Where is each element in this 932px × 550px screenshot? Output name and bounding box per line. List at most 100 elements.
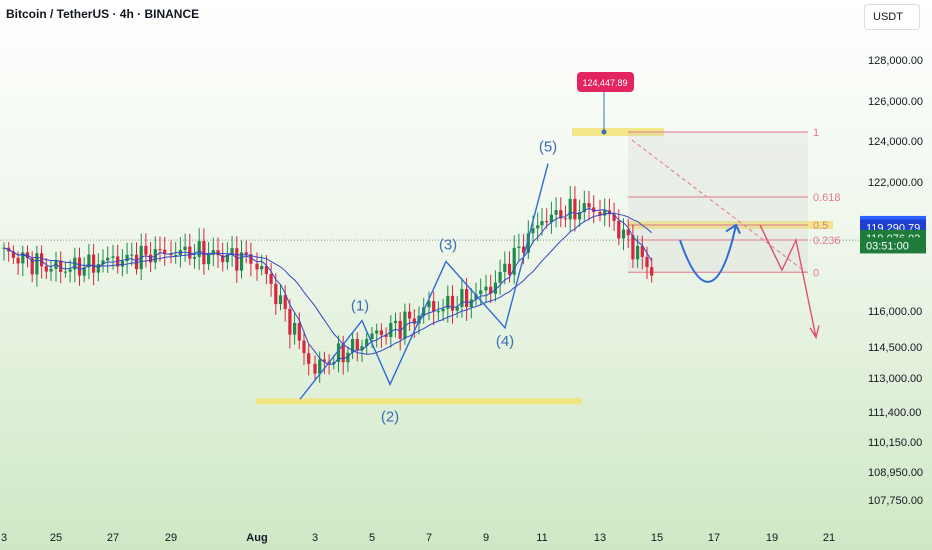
time-tick-label: 3 — [1, 532, 7, 544]
candle-body — [484, 286, 488, 291]
fib-trend-dashed — [631, 139, 807, 273]
candle-body — [283, 295, 287, 309]
candle-body — [158, 249, 162, 251]
time-tick-label: Aug — [246, 532, 267, 544]
candle-body — [192, 256, 197, 259]
candle-body — [384, 334, 388, 337]
candle-body — [313, 363, 317, 374]
time-tick-label: 11 — [536, 532, 547, 544]
candle-body — [631, 235, 635, 260]
candle-body — [379, 330, 383, 335]
candle-body — [360, 346, 364, 351]
candle-body — [365, 339, 369, 347]
candle-body — [446, 295, 450, 309]
candle-body — [130, 254, 134, 256]
candle-body — [92, 254, 96, 273]
candle-body — [398, 320, 402, 339]
candle-body — [260, 265, 264, 270]
candle-body — [355, 338, 359, 351]
candle-body — [517, 246, 521, 248]
time-tick-label: 27 — [107, 532, 119, 544]
candle-body — [211, 250, 215, 255]
candle-body — [469, 299, 473, 308]
price-tick-label: 124,000.00 — [868, 136, 923, 148]
price-tick-label: 126,000.00 — [868, 96, 923, 108]
fib-level-label: 0 — [813, 267, 819, 279]
price-tag: 03:51:00 — [866, 240, 909, 252]
projection-arrowhead — [725, 223, 741, 235]
candle-body — [16, 257, 20, 264]
candle-body — [163, 249, 167, 254]
candle-body — [302, 340, 306, 354]
wave-label: (1) — [351, 298, 369, 315]
candle-body — [436, 311, 440, 313]
candle-body — [307, 353, 311, 364]
candle-body — [408, 311, 412, 319]
candle-body — [531, 228, 535, 234]
time-tick-label: 15 — [651, 532, 663, 544]
candle-body — [244, 252, 248, 255]
candle-body — [582, 203, 586, 213]
candle-body — [297, 322, 301, 341]
price-tick-label: 128,000.00 — [868, 55, 923, 67]
candle-body — [375, 330, 379, 334]
fib-box — [628, 132, 808, 273]
high-pointer-dot — [601, 129, 607, 135]
candle-body — [522, 246, 526, 253]
candle-body — [44, 266, 48, 272]
fib-level-label: 0.618 — [813, 192, 841, 204]
candle-body — [111, 256, 115, 258]
candle-body — [441, 308, 445, 312]
candle-body — [526, 233, 530, 253]
candle-body — [318, 359, 322, 374]
candle-body — [621, 229, 626, 239]
candle-body — [278, 295, 283, 305]
candle-body — [225, 254, 229, 263]
price-tick-label: 110,150.00 — [868, 437, 922, 449]
candle-body — [370, 333, 374, 340]
candle-body — [63, 271, 67, 273]
candle-body — [293, 322, 297, 335]
bearish-arrowhead — [809, 325, 820, 340]
candle-body — [498, 271, 502, 283]
candle-body — [393, 320, 398, 323]
candle-body — [587, 203, 591, 208]
candle-body — [432, 301, 436, 312]
candle-body — [30, 258, 34, 275]
candle-body — [235, 248, 239, 271]
wave-label: (5) — [539, 139, 557, 156]
candle-body — [332, 362, 336, 364]
price-tick-label: 107,750.00 — [868, 495, 923, 507]
candle-body — [568, 198, 572, 220]
candle-body — [82, 267, 86, 276]
candle-body — [77, 257, 82, 276]
candle-body — [578, 212, 582, 220]
candle-body — [149, 254, 153, 263]
time-tick-label: 17 — [708, 532, 720, 544]
high-price-tag-bg — [577, 72, 634, 92]
elliott-wave-path — [299, 163, 549, 400]
candle-body — [549, 214, 553, 223]
candle-body — [650, 267, 654, 276]
candle-body — [35, 253, 39, 275]
candle-body — [503, 263, 507, 272]
time-tick-label: 3 — [312, 532, 318, 544]
candle-body — [134, 254, 139, 270]
ma-slow-line — [3, 212, 653, 355]
time-tick-label: 21 — [823, 532, 835, 544]
candle-body — [389, 322, 393, 337]
candle-body — [455, 306, 459, 311]
candle-body — [341, 343, 345, 363]
candle-body — [207, 254, 211, 265]
time-tick-label: 29 — [165, 532, 177, 544]
candle-body — [183, 246, 187, 251]
candle-body — [626, 229, 630, 236]
price-tick-label: 114,500.00 — [868, 342, 922, 354]
candle-body — [120, 261, 124, 267]
time-tick-label: 7 — [426, 532, 432, 544]
candle-body — [49, 268, 53, 272]
candle-body — [536, 225, 540, 229]
currency-selector[interactable]: USDT — [864, 4, 920, 30]
